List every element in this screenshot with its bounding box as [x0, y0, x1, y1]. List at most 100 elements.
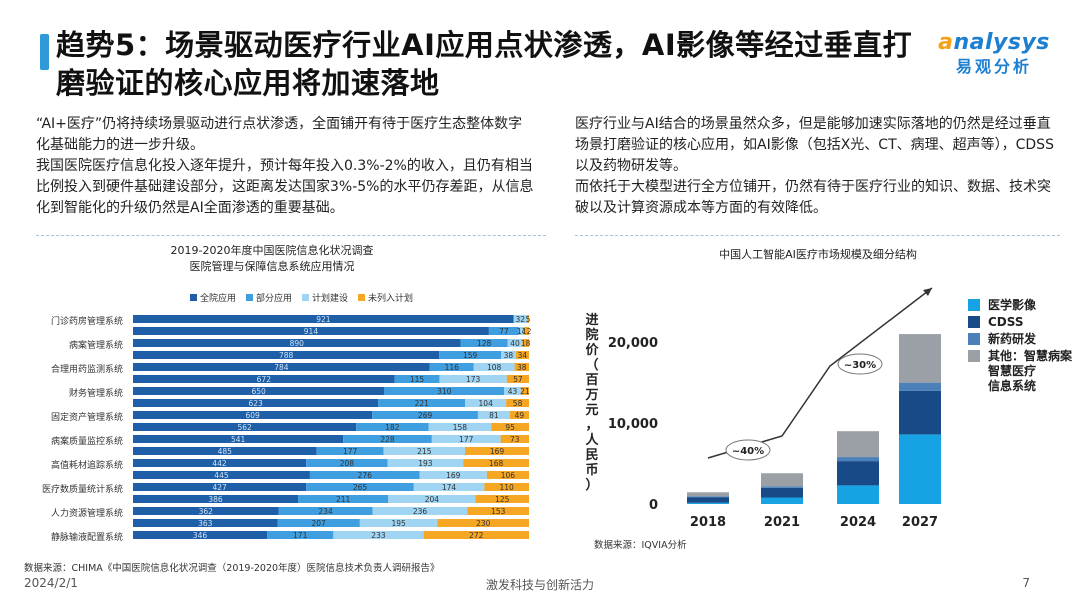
bar-segment: [439, 375, 507, 383]
bar-segment: [133, 519, 278, 527]
bar-segment: [761, 487, 803, 498]
bar-segment: [428, 423, 492, 431]
left-chart-title: 2019-2020年度中国医院信息化状况调查: [171, 243, 374, 257]
bar-segment: [518, 327, 525, 335]
bar-value-label: 174: [442, 483, 457, 492]
y-axis-label-char: 元: [585, 403, 598, 418]
bar-value-label: 108: [487, 363, 502, 372]
bar-segment: [429, 363, 474, 371]
logo-prefix: a: [938, 30, 954, 55]
left-divider: [36, 235, 546, 236]
legend-label-1: 部分应用: [256, 292, 292, 304]
cagr-bubble-2: [837, 353, 883, 375]
bar-value-label: 650: [252, 387, 267, 396]
bar-segment: [509, 411, 529, 419]
legend-label-3: 未列入计划: [368, 292, 413, 304]
growth-trend-line: [707, 287, 933, 459]
bar-segment: [437, 519, 529, 527]
bar-value-label: 609: [245, 411, 260, 420]
legend-label-2: 计划建设: [312, 292, 348, 304]
bar-segment: [486, 471, 529, 479]
bar-value-label: 128: [477, 339, 492, 348]
bar-value-label: 207: [311, 519, 326, 528]
bar-value-label: 38: [504, 351, 514, 360]
bar-value-label: 58: [513, 399, 523, 408]
bar-segment: [356, 423, 429, 431]
bar-value-label: 73: [510, 435, 520, 444]
bar-value-label: 38: [517, 363, 527, 372]
legend-swatch-2: [302, 294, 309, 301]
bar-segment: [899, 382, 941, 391]
y-axis-label-char: 百: [585, 373, 598, 388]
bar-segment: [267, 531, 334, 539]
bar-segment: [515, 351, 529, 359]
bar-value-label: 234: [318, 507, 333, 516]
bar-value-label: 485: [218, 447, 233, 456]
bar-segment: [514, 363, 529, 371]
left-text-block: “AI+医疗”仍将持续场景驱动进行点状渗透，全面铺开有待于医疗生态整体数字化基础…: [36, 114, 536, 219]
bar-value-label: 265: [353, 483, 368, 492]
legend-swatch-3: [968, 350, 980, 362]
bar-value-label: 169: [490, 447, 505, 456]
bar-value-label: 272: [469, 531, 484, 540]
bar-segment: [506, 375, 529, 383]
bar-segment: [316, 447, 384, 455]
page-number: 7: [1022, 576, 1030, 590]
bar-segment: [491, 423, 529, 431]
bar-segment: [465, 447, 529, 455]
legend-swatch-0: [968, 299, 980, 311]
category-label: 人力资源管理系统: [51, 507, 123, 519]
bar-segment: [133, 351, 440, 359]
bar-segment: [506, 399, 529, 407]
bar-segment: [133, 483, 307, 491]
legend-swatch-2: [968, 333, 980, 345]
bar-segment: [394, 375, 440, 383]
bar-segment: [504, 387, 521, 395]
right-divider: [575, 235, 1060, 236]
category-label: 门诊药房管理系统: [51, 315, 123, 327]
bar-segment: [439, 351, 502, 359]
bar-value-label: 158: [453, 423, 468, 432]
bar-value-label: 40: [510, 339, 520, 348]
legend-label-1: CDSS: [988, 315, 1024, 329]
bar-segment: [526, 315, 529, 323]
bar-segment: [431, 435, 501, 443]
footer-date: 2024/2/1: [24, 576, 78, 590]
logo-en-text: nalysys: [953, 30, 1050, 55]
bar-segment: [488, 327, 519, 335]
bar-value-label: 276: [358, 471, 373, 480]
bar-segment: [133, 447, 317, 455]
bar-segment: [133, 507, 279, 515]
hospital-system-chart: 2019-2020年度中国医院信息化状况调查医院管理与保障信息系统应用情况全院应…: [42, 243, 532, 543]
y-axis-label-char: 院: [585, 327, 598, 343]
bar-segment: [388, 495, 476, 503]
left-paragraph-1: “AI+医疗”仍将持续场景驱动进行点状渗透，全面铺开有待于医疗生态整体数字化基础…: [36, 116, 523, 153]
bar-segment: [372, 507, 468, 515]
bar-segment: [133, 339, 461, 347]
bar-segment: [133, 375, 395, 383]
legend-label-3: 其他：智慧病案: [988, 348, 1073, 363]
y-axis-label-char: ，: [585, 418, 598, 433]
bar-value-label: 233: [371, 531, 386, 540]
bar-value-label: 81: [489, 411, 499, 420]
bar-value-label: 890: [290, 339, 305, 348]
bar-segment: [133, 411, 373, 419]
bar-segment: [359, 519, 438, 527]
bar-value-label: 672: [257, 375, 272, 384]
bar-segment: [387, 459, 464, 467]
x-tick-label: 2018: [690, 515, 726, 530]
legend-label-2: 新药研发: [988, 331, 1037, 346]
bar-segment: [513, 315, 527, 323]
bar-segment: [475, 495, 529, 503]
legend-label-3: 信息系统: [988, 378, 1036, 393]
bar-segment: [837, 457, 879, 462]
bar-value-label: 784: [274, 363, 289, 372]
bar-segment: [460, 339, 508, 347]
y-axis-label-char: 进: [585, 313, 598, 328]
bar-value-label: 236: [413, 507, 428, 516]
bar-value-label: 208: [340, 459, 355, 468]
category-label: 高值耗材追踪系统: [51, 459, 123, 471]
bar-segment: [419, 471, 487, 479]
bar-segment: [837, 431, 879, 458]
footer-source: 数据来源：CHIMA《中国医院信息化状况调查（2019-2020年度）医院信息技…: [24, 563, 440, 574]
